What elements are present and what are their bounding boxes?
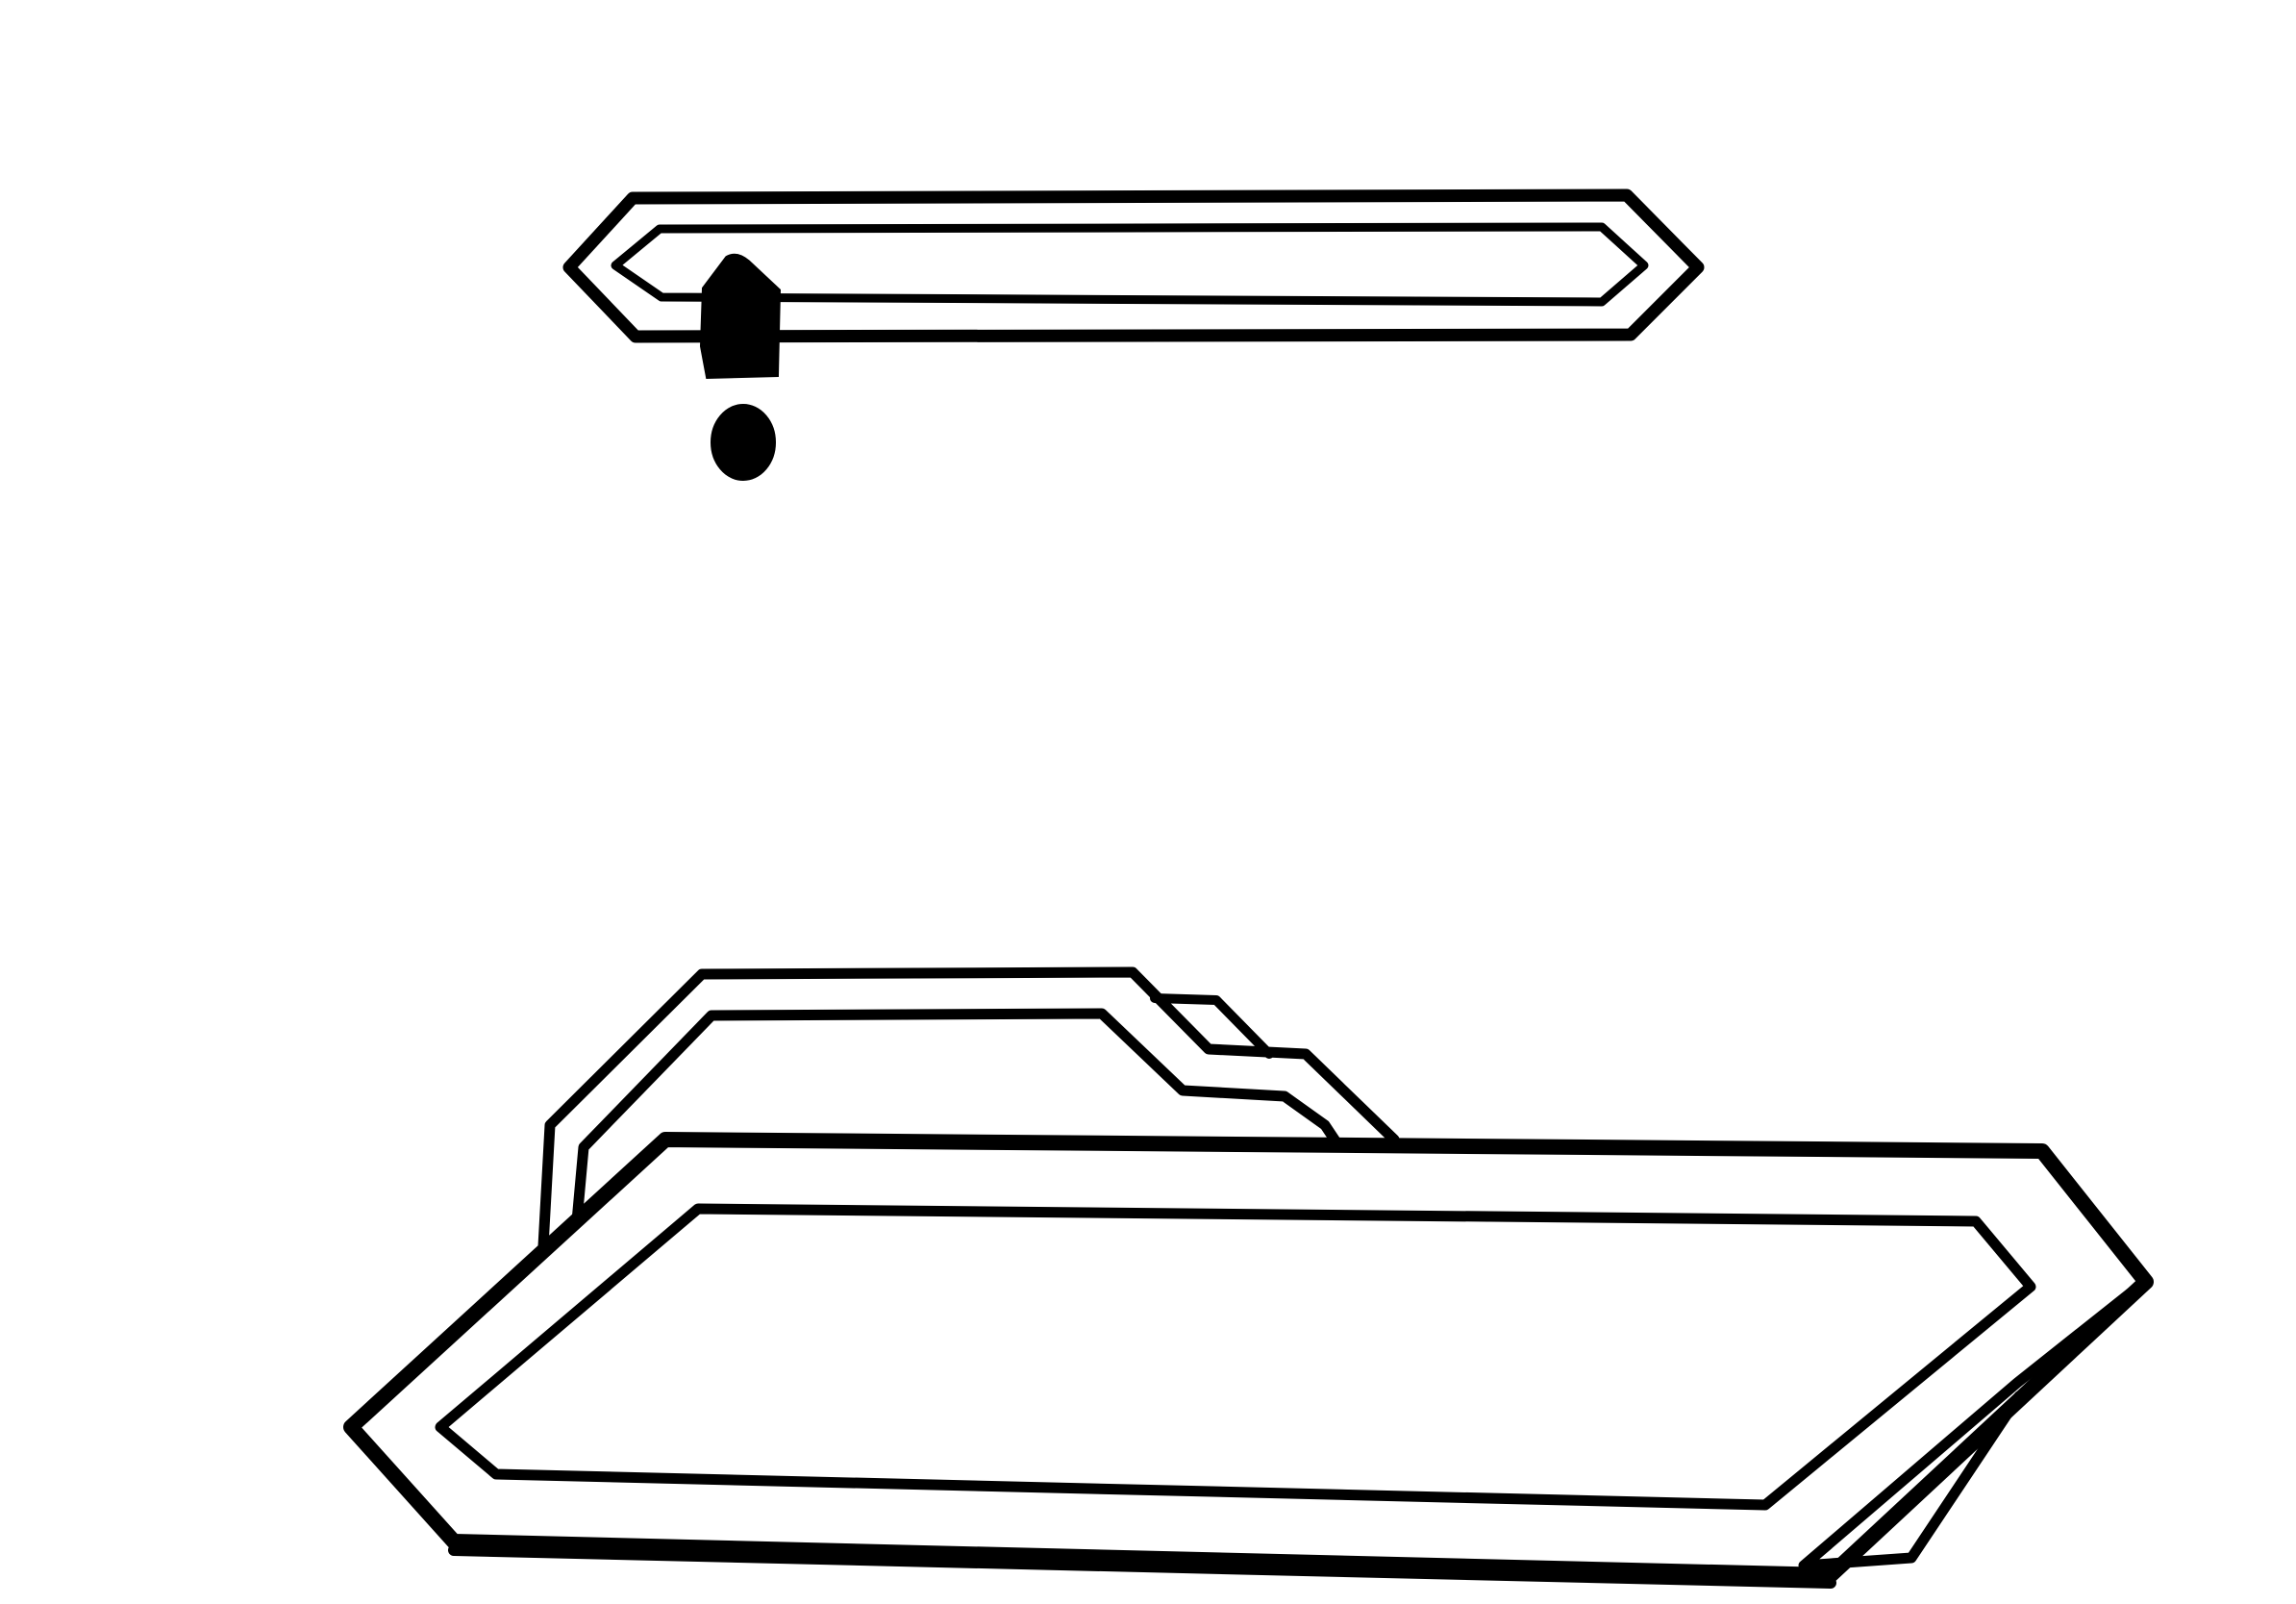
folder-back-inner: [571, 1008, 1342, 1227]
folder-icon: [343, 966, 2154, 1589]
bar-inner-outline: [611, 222, 1649, 307]
exclamation-mark-icon: [699, 253, 782, 481]
folder-back-outer: [537, 966, 1400, 1252]
folder-front-outer: [343, 1132, 2154, 1583]
folder-front-inner: [435, 1203, 2036, 1511]
bar-outer-outline: [562, 188, 1705, 343]
folder-tab-step: [1150, 993, 1274, 1059]
exclamation-mark-stem: [699, 253, 782, 380]
exclamation-mark-dot: [711, 404, 776, 481]
folder-bottom-shadow: [448, 1544, 1836, 1589]
folder-front-depth: [1798, 1281, 2144, 1571]
bar-shape: [562, 188, 1705, 343]
